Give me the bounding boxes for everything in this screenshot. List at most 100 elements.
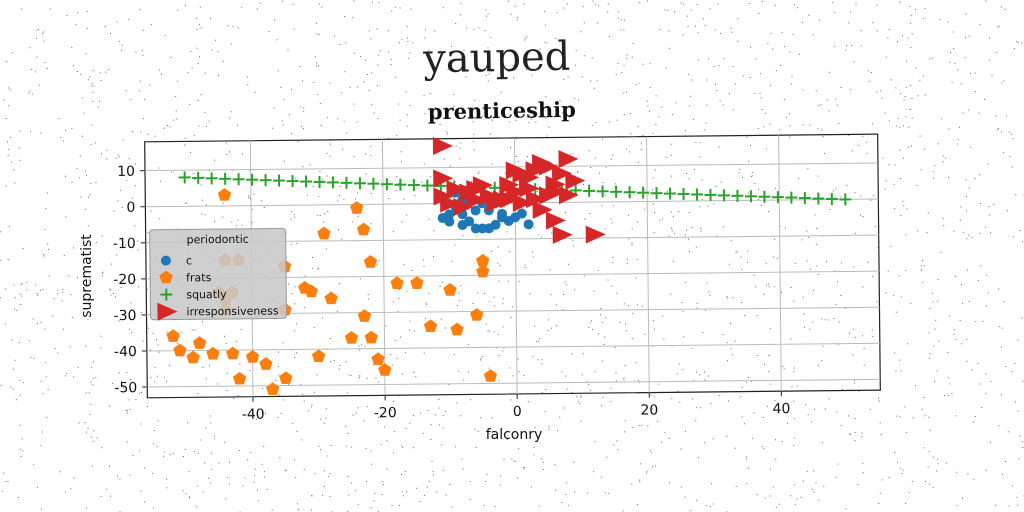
noise-dot [868, 70, 869, 72]
noise-dot [666, 156, 668, 158]
noise-dot [654, 212, 655, 213]
noise-dot [77, 12, 79, 14]
noise-dot [580, 396, 582, 398]
noise-dot [447, 133, 448, 135]
noise-dot [900, 178, 901, 180]
noise-dot [510, 399, 512, 401]
noise-dot [510, 177, 512, 179]
noise-dot [33, 464, 35, 466]
noise-dot [8, 87, 9, 89]
noise-dot [71, 181, 73, 183]
noise-dot [773, 286, 775, 288]
noise-dot [419, 501, 421, 502]
noise-dot [641, 424, 643, 426]
noise-dot [402, 447, 404, 449]
noise-dot [651, 451, 653, 453]
noise-dot [664, 431, 666, 433]
noise-dot [644, 189, 646, 191]
noise-dot [378, 510, 379, 512]
noise-dot [112, 383, 114, 385]
noise-dot [568, 263, 570, 265]
noise-dot [249, 170, 251, 171]
data-point-frats [186, 350, 200, 364]
noise-dot [140, 311, 142, 313]
noise-dot [902, 469, 904, 471]
noise-dot [744, 314, 746, 316]
noise-dot [361, 344, 362, 346]
noise-dot [722, 226, 724, 228]
noise-dot [139, 393, 141, 395]
noise-dot [84, 422, 86, 423]
noise-dot [204, 72, 206, 74]
noise-dot [502, 303, 504, 305]
noise-dot [129, 409, 131, 410]
noise-dot [623, 379, 625, 381]
noise-dot [337, 310, 338, 312]
noise-dot [40, 445, 42, 447]
noise-dot [990, 232, 992, 234]
noise-dot [974, 416, 976, 417]
noise-dot [919, 135, 921, 137]
noise-dot [1022, 380, 1024, 382]
noise-dot [406, 37, 408, 39]
noise-dot [420, 412, 422, 414]
noise-dot [119, 478, 121, 480]
noise-dot [128, 19, 130, 20]
noise-dot [500, 475, 502, 477]
noise-dot [793, 371, 795, 373]
noise-dot [503, 458, 505, 460]
noise-dot [392, 231, 394, 233]
noise-dot [378, 2, 380, 4]
noise-dot [409, 422, 411, 424]
noise-dot [863, 348, 865, 349]
noise-dot [497, 246, 499, 248]
noise-dot [775, 439, 776, 441]
noise-dot [391, 505, 393, 507]
noise-dot [794, 437, 796, 439]
noise-dot [956, 471, 958, 473]
noise-dot [7, 258, 9, 260]
noise-dot [876, 91, 878, 93]
noise-dot [732, 354, 734, 356]
noise-dot [789, 125, 791, 127]
noise-dot [578, 99, 580, 101]
noise-dot [350, 446, 352, 448]
noise-dot [628, 238, 630, 240]
noise-dot [433, 474, 434, 476]
noise-dot [227, 25, 229, 27]
noise-dot [494, 305, 496, 307]
noise-dot [125, 409, 127, 411]
noise-dot [750, 145, 752, 146]
noise-dot [824, 319, 826, 321]
noise-dot [314, 473, 316, 475]
noise-dot [675, 102, 677, 104]
noise-dot [770, 328, 771, 330]
noise-dot [413, 330, 415, 332]
noise-dot [841, 262, 843, 264]
noise-dot [881, 97, 883, 99]
noise-dot [229, 117, 231, 119]
data-point-squatly [407, 179, 420, 192]
noise-dot [309, 164, 311, 166]
noise-dot [368, 298, 369, 300]
noise-dot [365, 447, 367, 449]
noise-dot [71, 46, 73, 48]
noise-dot [974, 178, 976, 180]
noise-dot [26, 281, 28, 283]
noise-dot [439, 424, 441, 426]
noise-dot [958, 126, 960, 128]
noise-dot [65, 175, 66, 177]
noise-dot [189, 104, 191, 106]
data-point-frats [304, 284, 318, 298]
noise-dot [610, 158, 612, 160]
noise-dot [655, 124, 657, 125]
noise-dot [291, 88, 292, 90]
noise-dot [649, 62, 651, 64]
noise-dot [527, 401, 529, 403]
noise-dot [381, 494, 383, 495]
noise-dot [302, 166, 304, 167]
noise-dot [702, 332, 704, 334]
noise-dot [778, 503, 780, 505]
noise-dot [41, 431, 43, 433]
noise-dot [371, 103, 373, 105]
